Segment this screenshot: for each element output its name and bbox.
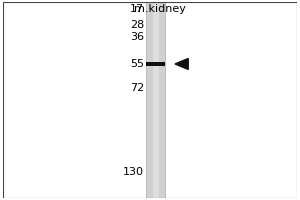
Text: 17: 17 [130,4,144,14]
Text: m.kidney: m.kidney [134,4,186,14]
Text: 72: 72 [130,83,144,93]
Bar [153,2,159,198]
Text: 130: 130 [123,167,144,177]
Polygon shape [175,58,188,69]
Bar [146,62,165,66]
Text: 28: 28 [130,20,144,30]
Text: 55: 55 [130,59,144,69]
Text: 36: 36 [130,32,144,42]
Bar [146,2,165,198]
